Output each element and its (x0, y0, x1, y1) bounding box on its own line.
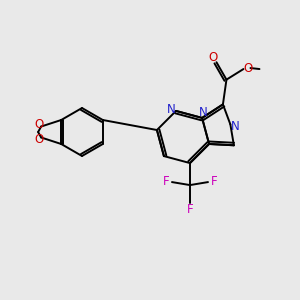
Text: N: N (167, 103, 176, 116)
Text: O: O (34, 133, 44, 146)
Text: O: O (34, 118, 44, 131)
Text: O: O (244, 61, 253, 74)
Text: O: O (209, 51, 218, 64)
Text: N: N (199, 106, 208, 119)
Text: F: F (211, 175, 217, 188)
Text: F: F (163, 175, 169, 188)
Text: F: F (187, 202, 193, 216)
Text: N: N (231, 120, 240, 133)
